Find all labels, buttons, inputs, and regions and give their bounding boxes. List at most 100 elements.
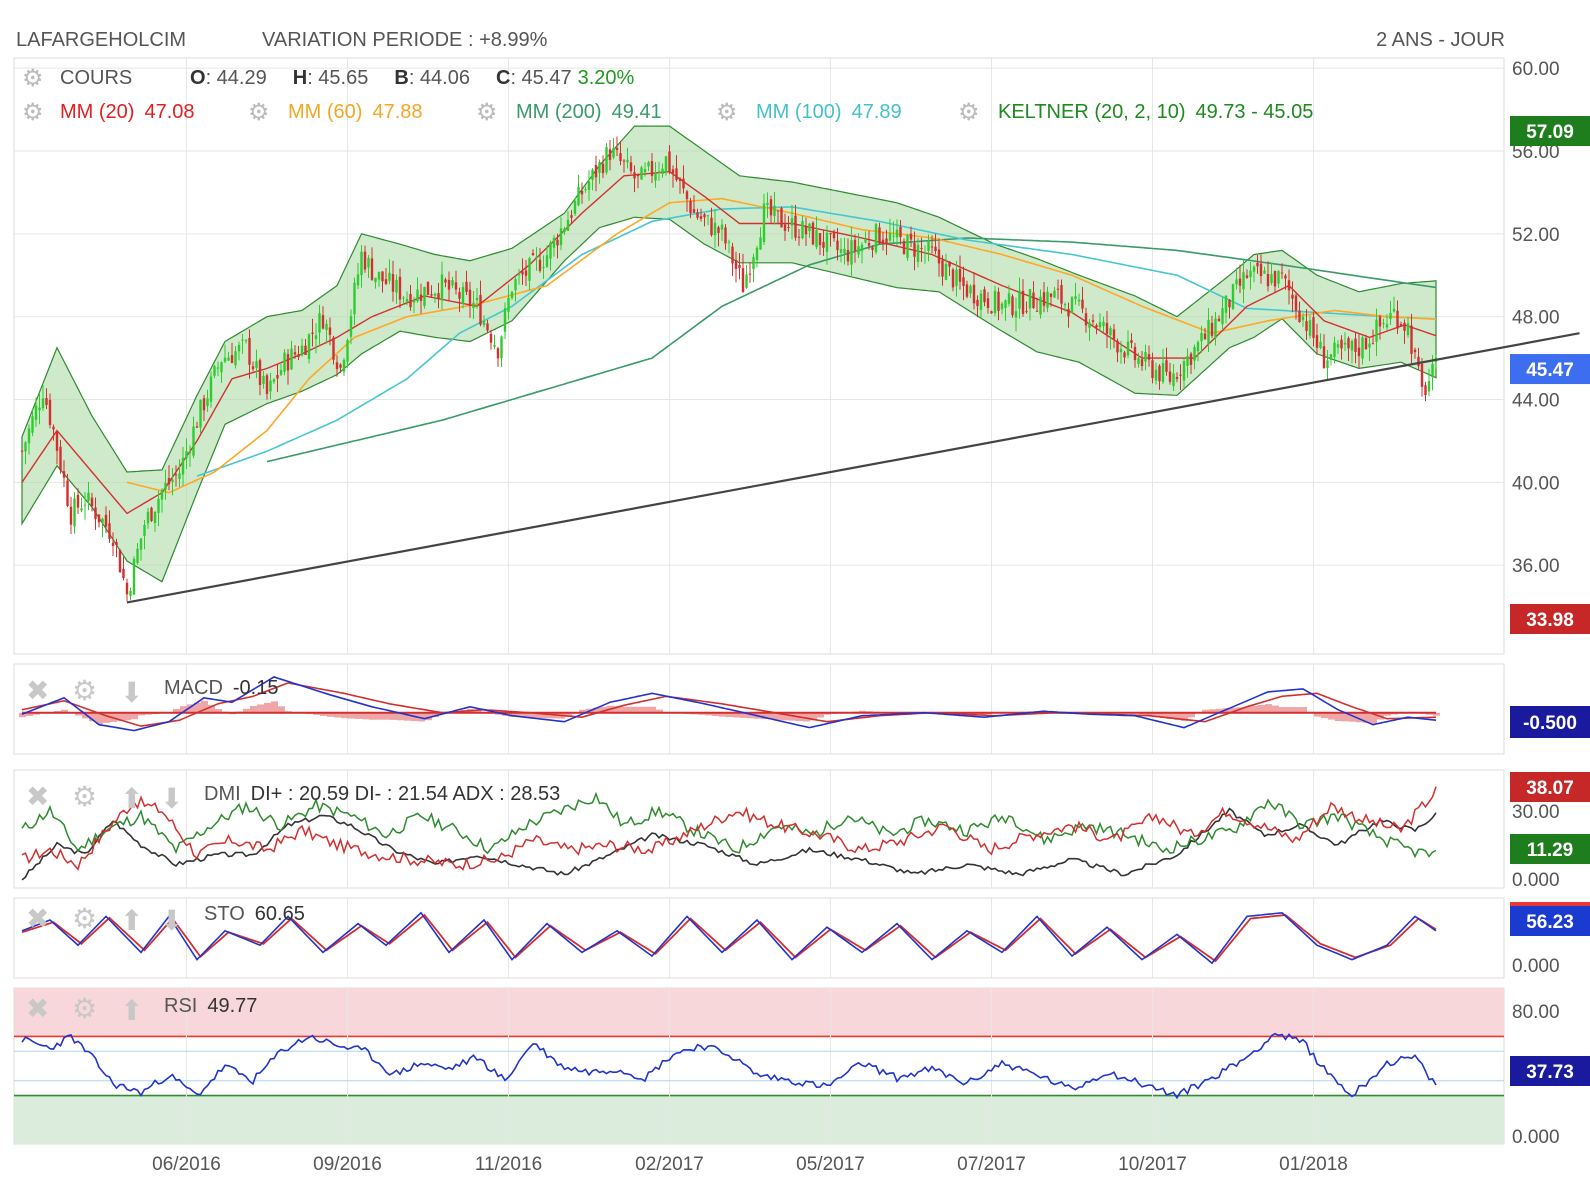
candle-body <box>958 268 962 282</box>
macd-histogram-bar <box>369 712 376 720</box>
candle-body <box>878 227 881 244</box>
candle-body <box>664 156 668 173</box>
candle-body <box>790 218 794 226</box>
dmi-close-icon[interactable]: ✖ <box>26 781 49 812</box>
candle-body <box>69 506 73 525</box>
sto-k-tag-text: 56.23 <box>1526 912 1574 933</box>
dmi-gear-icon[interactable]: ⚙ <box>72 781 97 812</box>
candle-body <box>1392 308 1396 312</box>
macd-histogram-bar <box>194 702 201 713</box>
candle-body <box>108 523 111 540</box>
candle-body <box>195 426 199 428</box>
macd-histogram-bar <box>516 712 523 718</box>
sto-down-arrow-icon[interactable]: ⬇ <box>160 905 183 936</box>
candle-body <box>1025 311 1028 313</box>
rsi-close-icon[interactable]: ✖ <box>26 993 49 1024</box>
candle-body <box>489 333 493 343</box>
candle-body <box>297 354 300 358</box>
candle-body <box>1011 296 1014 316</box>
ohlc-values: O: 44.29 H: 45.65 B: 44.06 C: 45.47 3.20% <box>190 67 635 89</box>
period-selector[interactable]: 2 ANS - JOUR <box>1376 29 1505 51</box>
candle-body <box>839 249 843 253</box>
sto-up-arrow-icon[interactable]: ⬆ <box>120 905 143 936</box>
candle-body <box>1084 313 1088 326</box>
macd-close-icon[interactable]: ✖ <box>26 675 49 706</box>
macd-down-arrow-icon[interactable]: ⬇ <box>120 677 143 708</box>
candle-body <box>321 315 325 329</box>
macd-histogram-bar <box>19 712 26 718</box>
macd-histogram-bar <box>1265 704 1272 713</box>
candle-body <box>605 147 608 173</box>
candle-body <box>1357 347 1361 357</box>
keltner-gear-icon[interactable]: ⚙ <box>958 99 980 126</box>
candle-body <box>783 224 787 231</box>
candle-body <box>1245 275 1249 278</box>
candles <box>20 136 1438 602</box>
candle-body <box>1000 303 1004 310</box>
last-price-tag <box>1510 354 1590 385</box>
candle-body <box>129 590 132 596</box>
candle-body <box>433 293 437 296</box>
candle-body <box>734 260 738 269</box>
candle-body <box>1119 348 1123 353</box>
macd-histogram-bar <box>649 706 656 713</box>
candle-body <box>1406 323 1410 336</box>
y-tick-label: 56.00 <box>1512 142 1560 163</box>
mm200-gear-icon[interactable]: ⚙ <box>476 99 498 126</box>
sto-axis-0: 0.000 <box>1512 956 1560 977</box>
candle-body <box>290 348 293 370</box>
candle-body <box>1217 318 1221 322</box>
candle-body <box>150 507 153 521</box>
macd-histogram-bar <box>530 712 537 718</box>
candle-body <box>164 482 167 490</box>
candle-body <box>1116 340 1119 353</box>
candle-body <box>304 345 307 355</box>
macd-histogram-bar <box>257 704 264 713</box>
candle-body <box>174 474 178 476</box>
dmi-up-arrow-icon[interactable]: ⬆ <box>120 783 143 814</box>
candle-body <box>115 542 118 546</box>
support-trendline[interactable] <box>126 332 1580 604</box>
candle-body <box>461 286 465 304</box>
candle-body <box>591 169 594 180</box>
rsi-value-tag <box>1510 1056 1590 1086</box>
candle-body <box>97 514 101 523</box>
candle-body <box>104 514 108 527</box>
candle-body <box>27 428 31 444</box>
macd-gear-icon[interactable]: ⚙ <box>72 675 97 706</box>
di-plus-line <box>21 791 1437 859</box>
macd-histogram-bar <box>635 706 642 713</box>
candle-body <box>822 241 825 248</box>
cours-gear-icon[interactable]: ⚙ <box>22 65 44 92</box>
candle-body <box>1196 342 1200 352</box>
rsi-up-arrow-icon[interactable]: ⬆ <box>120 995 143 1026</box>
mm100-gear-icon[interactable]: ⚙ <box>716 99 738 126</box>
candle-body <box>769 199 773 216</box>
candle-body <box>1018 290 1021 309</box>
macd-histogram-bar <box>362 712 369 720</box>
rsi-gear-icon[interactable]: ⚙ <box>72 993 97 1024</box>
candle-body <box>244 340 248 342</box>
mm60-gear-icon[interactable]: ⚙ <box>248 99 270 126</box>
candle-body <box>573 200 577 214</box>
sto-close-icon[interactable]: ✖ <box>26 903 49 934</box>
candle-body <box>1329 354 1333 360</box>
candle-body <box>318 313 321 333</box>
candle-body <box>874 224 878 253</box>
mm20-gear-icon[interactable]: ⚙ <box>22 99 44 126</box>
mm200-legend: MM (200) 49.41 <box>516 101 662 123</box>
candle-body <box>34 405 38 420</box>
candle-body <box>1207 319 1210 345</box>
candle-body <box>1284 275 1287 279</box>
sto-gear-icon[interactable]: ⚙ <box>72 903 97 934</box>
candle-body <box>265 375 269 394</box>
macd-histogram-bar <box>1356 712 1363 723</box>
dmi-label: DMI DI+ : 20.59 DI- : 21.54 ADX : 28.53 <box>204 783 560 805</box>
candle-body <box>31 416 34 433</box>
dmi-down-arrow-icon[interactable]: ⬇ <box>160 783 183 814</box>
candle-body <box>80 508 83 511</box>
macd-histogram-bar <box>1237 707 1244 713</box>
macd-histogram-bar <box>705 712 712 716</box>
candle-body <box>1004 300 1007 308</box>
candle-body <box>111 542 115 546</box>
